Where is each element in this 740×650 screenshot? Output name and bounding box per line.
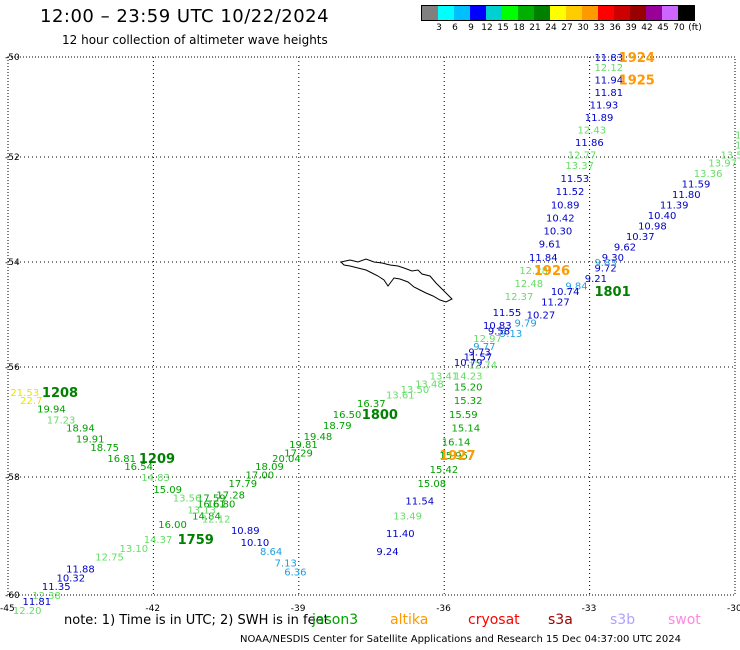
wave-height-value: 10.37 — [626, 232, 655, 243]
satellite-label-s3a: s3a — [548, 612, 573, 628]
y-axis-label: -54 — [5, 258, 20, 268]
wave-height-value: 15.59 — [449, 410, 478, 421]
wave-height-value: 16.50 — [333, 410, 362, 421]
wave-height-value: 6.36 — [284, 567, 306, 578]
wave-height-value: 11.40 — [386, 529, 415, 540]
wave-height-value: 10.89 — [551, 200, 580, 211]
wave-height-value: 15.14 — [451, 424, 480, 435]
wave-height-value: 11.53 — [561, 174, 590, 185]
wave-height-value: 11.27 — [541, 297, 570, 308]
measurement-labels: 11.8312.1211.9411.8111.9311.8912.4311.86… — [10, 51, 740, 617]
wave-height-value: 9.77 — [473, 342, 495, 353]
south-georgia-island — [341, 259, 452, 302]
wave-height-value: 15.08 — [418, 479, 447, 490]
wave-height-value: 10.74 — [551, 287, 580, 298]
wave-height-value: 11.86 — [575, 138, 604, 149]
wave-height-value: 16.14 — [442, 437, 471, 448]
wave-height-value: 15.32 — [454, 396, 483, 407]
satellite-label-s3b: s3b — [610, 612, 635, 628]
wave-height-value: 13.37 — [565, 161, 594, 172]
satellite-label-swot: swot — [668, 612, 701, 628]
wave-height-value: 12.12 — [202, 514, 231, 525]
wave-height-value: 18.94 — [66, 424, 95, 435]
wave-height-value: 15.20 — [454, 382, 483, 393]
y-axis-label: -52 — [5, 153, 20, 163]
wave-height-value: 14.83 — [141, 473, 170, 484]
pass-time-label: 1925 — [619, 74, 655, 89]
wave-height-value: 9.21 — [585, 274, 607, 285]
wave-height-value: 10.98 — [638, 221, 667, 232]
wave-height-value: 12.20 — [13, 606, 42, 617]
wave-height-value: 12.43 — [577, 126, 606, 137]
wave-height-value: 8.64 — [260, 547, 282, 558]
satellite-label-altika: altika — [390, 612, 428, 628]
wave-height-value: 13.56 — [173, 494, 202, 505]
map-frame — [8, 57, 735, 595]
wave-height-value: 10.30 — [544, 227, 573, 238]
wave-height-value: 9.61 — [539, 240, 561, 251]
x-axis-label: -45 — [0, 604, 15, 614]
wave-height-value: 9.79 — [514, 318, 536, 329]
wave-height-value: 12.77 — [568, 151, 597, 162]
satellite-label-jason3: jason3 — [312, 612, 358, 628]
wave-height-value: 11.52 — [556, 187, 585, 198]
y-axis-label: -58 — [5, 473, 20, 483]
map-grid — [8, 57, 735, 595]
wave-height-value: 9.62 — [614, 242, 636, 253]
wave-height-value: 11.81 — [594, 88, 623, 99]
pass-time-label: 1924 — [619, 51, 655, 66]
pass-time-label: 1208 — [42, 386, 78, 401]
wave-height-value: 13.49 — [393, 511, 422, 522]
x-axis-label: -33 — [582, 604, 597, 614]
wave-height-value: 13.97 — [708, 158, 737, 169]
pass-time-label: 1927 — [439, 449, 475, 464]
wave-height-value: 11.59 — [682, 179, 711, 190]
x-axis-label: -30 — [727, 604, 740, 614]
y-axis-label: -56 — [5, 363, 20, 373]
wave-height-value: 13.36 — [694, 169, 723, 180]
wave-height-value: 12.48 — [514, 279, 543, 290]
wave-height-value: 12.75 — [95, 553, 124, 564]
wave-height-value: 12.37 — [505, 292, 534, 303]
wave-height-value: 18.79 — [323, 421, 352, 432]
y-axis-label: -50 — [5, 53, 20, 63]
pass-time-label: 1209 — [139, 452, 175, 467]
x-axis-label: -36 — [436, 604, 451, 614]
wave-height-value: 12.74 — [468, 360, 497, 371]
wave-height-value: 10.89 — [231, 526, 260, 537]
wave-height-value: 11.39 — [660, 200, 689, 211]
wave-height-value: 11.93 — [590, 101, 619, 112]
wave-height-value: 11.55 — [493, 308, 522, 319]
wave-height-value: 13.61 — [386, 391, 415, 402]
wave-height-value: 17.79 — [229, 479, 258, 490]
wave-height-value: 16.00 — [158, 520, 187, 531]
wave-height-value: 11.80 — [672, 190, 701, 201]
wave-height-value: 11.89 — [585, 113, 614, 124]
pass-time-label: 1759 — [178, 533, 214, 548]
footer-credit: NOAA/NESDIS Center for Satellite Applica… — [240, 634, 681, 645]
wave-height-value: 9.24 — [376, 547, 398, 558]
wave-height-value: 11.84 — [529, 253, 558, 264]
wave-height-value: 18.75 — [90, 443, 119, 454]
pass-time-label: 1801 — [594, 285, 630, 300]
axis-labels: -50-52-54-56-58-60-45 -42 -39 -36 -33 -30 — [0, 53, 740, 614]
wave-height-value: 19.94 — [37, 404, 66, 415]
satellite-label-cryosat: cryosat — [468, 612, 520, 628]
wave-height-value: 10.42 — [546, 213, 575, 224]
footer-note: note: 1) Time is in UTC; 2) SWH is in fe… — [64, 613, 329, 628]
wave-height-value: 11.54 — [405, 497, 434, 508]
wave-height-value: 10.40 — [648, 211, 677, 222]
pass-time-label: 1800 — [362, 408, 398, 423]
wave-height-value: 15.42 — [430, 465, 459, 476]
wave-height-value: 9.83 — [594, 258, 616, 269]
pass-time-label: 1926 — [534, 264, 570, 279]
y-axis-label: -60 — [5, 591, 20, 601]
